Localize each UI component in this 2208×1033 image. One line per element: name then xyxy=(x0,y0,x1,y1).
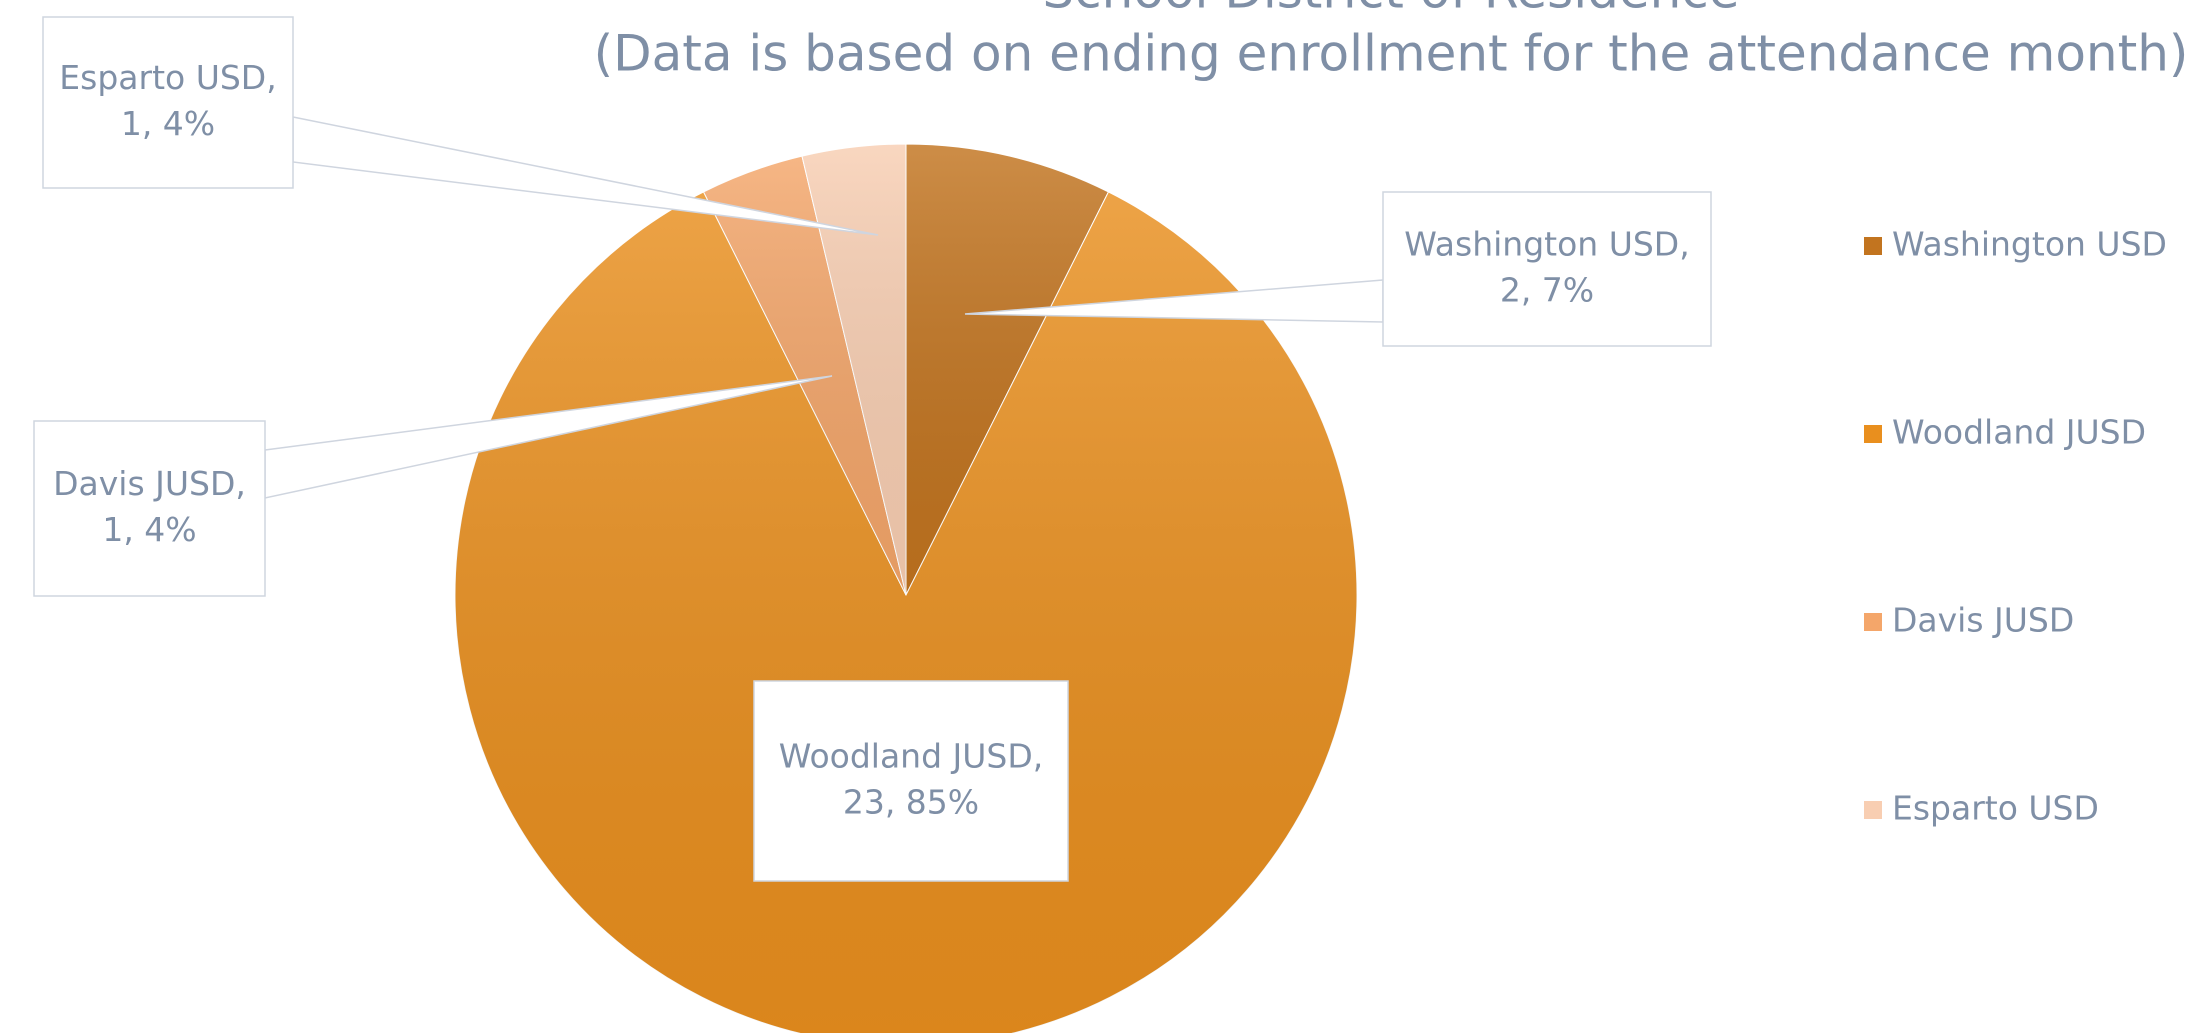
data-label: Washington USD, xyxy=(1404,225,1689,264)
data-label: 23, 85% xyxy=(843,783,979,822)
data-label: Davis JUSD, xyxy=(53,464,246,503)
legend-label: Davis JUSD xyxy=(1892,601,2074,640)
legend-label: Esparto USD xyxy=(1892,789,2099,828)
legend: Washington USD Woodland JUSD Davis JUSD Esp… xyxy=(1864,225,2167,828)
legend-marker xyxy=(1864,613,1882,631)
legend-marker xyxy=(1864,425,1882,443)
chart-title: School District of Residence xyxy=(1042,0,1739,20)
legend-marker xyxy=(1864,237,1882,255)
label-box xyxy=(33,420,266,597)
label-box xyxy=(42,16,294,189)
data-label: 1, 4% xyxy=(102,510,196,549)
pie xyxy=(454,143,1358,1033)
label-box xyxy=(1382,191,1712,347)
data-label: Esparto USD, xyxy=(59,58,276,97)
legend-marker xyxy=(1864,801,1882,819)
data-label: 2, 7% xyxy=(1500,271,1594,310)
data-label: 1, 4% xyxy=(121,104,215,143)
data-label: Woodland JUSD, xyxy=(779,737,1044,776)
chart-subtitle: (Data is based on ending enrollment for … xyxy=(594,25,2189,83)
label-box xyxy=(753,680,1069,882)
data-labels: Washington USD, 2, 7% Woodland JUSD, 23, 85… xyxy=(33,16,1712,882)
legend-label: Woodland JUSD xyxy=(1892,413,2146,452)
legend-label: Washington USD xyxy=(1892,225,2167,264)
